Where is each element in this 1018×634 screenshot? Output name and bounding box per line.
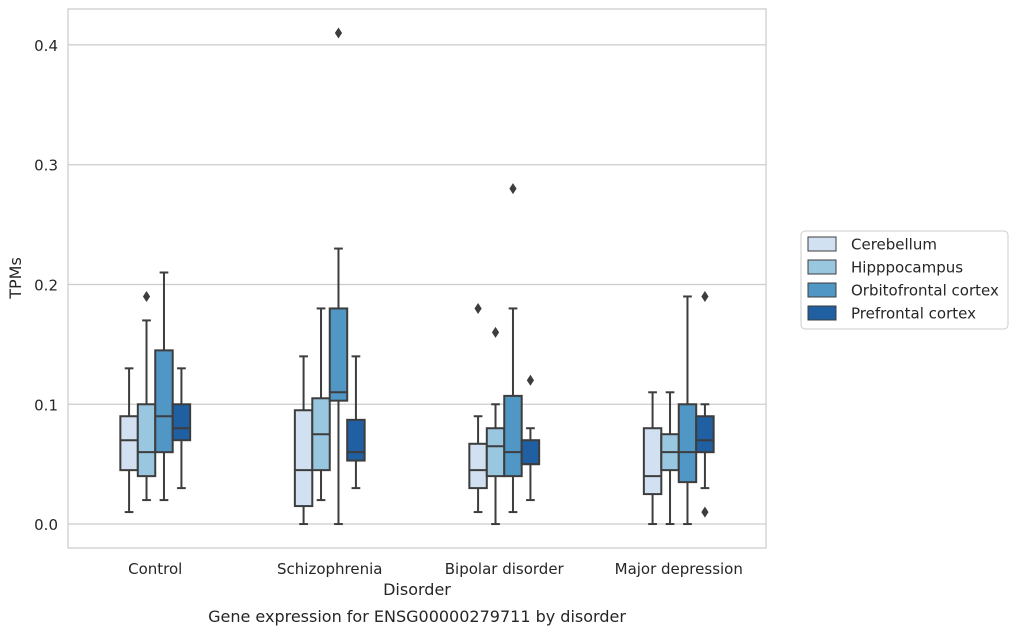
box-iqr: [503, 394, 523, 478]
x-axis-ticks: Control Schizophrenia Bipolar disorder Majo…: [128, 560, 743, 578]
y-tick-label: 0.3: [34, 157, 58, 175]
y-tick-label: 0.2: [34, 276, 58, 294]
box-orbitofrontal-cortex-control: [154, 271, 174, 502]
legend-swatch: [807, 236, 837, 252]
box-iqr: [328, 307, 349, 402]
legend-frame: [800, 230, 1009, 330]
legend-swatch: [807, 259, 837, 275]
box-iqr: [293, 409, 314, 508]
box-iqr: [468, 442, 488, 490]
legend-swatch: [807, 282, 837, 298]
outlier-point: [701, 290, 709, 302]
box-iqr: [485, 427, 506, 478]
outlier-point: [491, 326, 500, 338]
outlier-point: [142, 290, 151, 302]
legend-label: Orbitofrontal cortex: [851, 282, 999, 300]
box-iqr: [136, 403, 157, 478]
box-prefrontal-cortex-schizophrenia: [346, 355, 366, 490]
chart-caption: Gene expression for ENSG00000279711 by d…: [208, 607, 626, 626]
box-cerebellum-control: [119, 367, 139, 514]
box-groups: [119, 27, 715, 526]
y-axis-ticks: 0.0 0.1 0.2 0.3 0.4: [34, 37, 58, 534]
y-tick-label: 0.0: [34, 516, 58, 534]
outlier-point: [526, 374, 535, 386]
box-iqr: [171, 403, 192, 442]
box-hipppocampus-schizophrenia: [311, 307, 331, 502]
legend-swatch: [807, 305, 837, 321]
box-iqr: [520, 439, 541, 466]
box-cerebellum-major-depression: [642, 391, 663, 526]
x-tick-label: Major depression: [615, 560, 743, 578]
box-prefrontal-cortex-bipolar-disorder: [520, 374, 541, 502]
box-iqr: [677, 403, 698, 484]
legend-label: Hipppocampus: [851, 259, 963, 277]
outlier-point: [334, 27, 343, 39]
box-iqr: [119, 415, 139, 472]
plot-frame: [67, 8, 767, 549]
legend-label: Cerebellum: [851, 236, 937, 254]
y-tick-label: 0.1: [34, 396, 58, 414]
x-tick-label: Bipolar disorder: [445, 560, 565, 578]
y-axis-label: TPMs: [6, 257, 25, 300]
box-iqr: [642, 427, 663, 496]
box-prefrontal-cortex-major-depression: [695, 290, 715, 518]
y-tick-label: 0.4: [34, 37, 58, 55]
box-iqr: [346, 418, 366, 462]
x-tick-label: Schizophrenia: [277, 560, 382, 578]
outlier-point: [701, 506, 709, 518]
box-cerebellum-bipolar-disorder: [468, 302, 488, 514]
x-tick-label: Control: [128, 560, 182, 578]
box-iqr: [154, 349, 174, 454]
box-orbitofrontal-cortex-bipolar-disorder: [503, 183, 523, 514]
box-iqr: [695, 415, 715, 454]
box-prefrontal-cortex-control: [171, 367, 192, 490]
box-hipppocampus-control: [136, 290, 157, 502]
legend: Cerebellum Hipppocampus Orbitofrontal cort…: [800, 230, 1009, 330]
x-axis-label: Disorder: [383, 580, 451, 599]
outlier-point: [509, 183, 517, 195]
outlier-point: [474, 302, 482, 314]
legend-label: Prefrontal cortex: [851, 305, 976, 323]
box-orbitofrontal-cortex-schizophrenia: [328, 27, 349, 526]
box-hipppocampus-bipolar-disorder: [485, 326, 506, 526]
